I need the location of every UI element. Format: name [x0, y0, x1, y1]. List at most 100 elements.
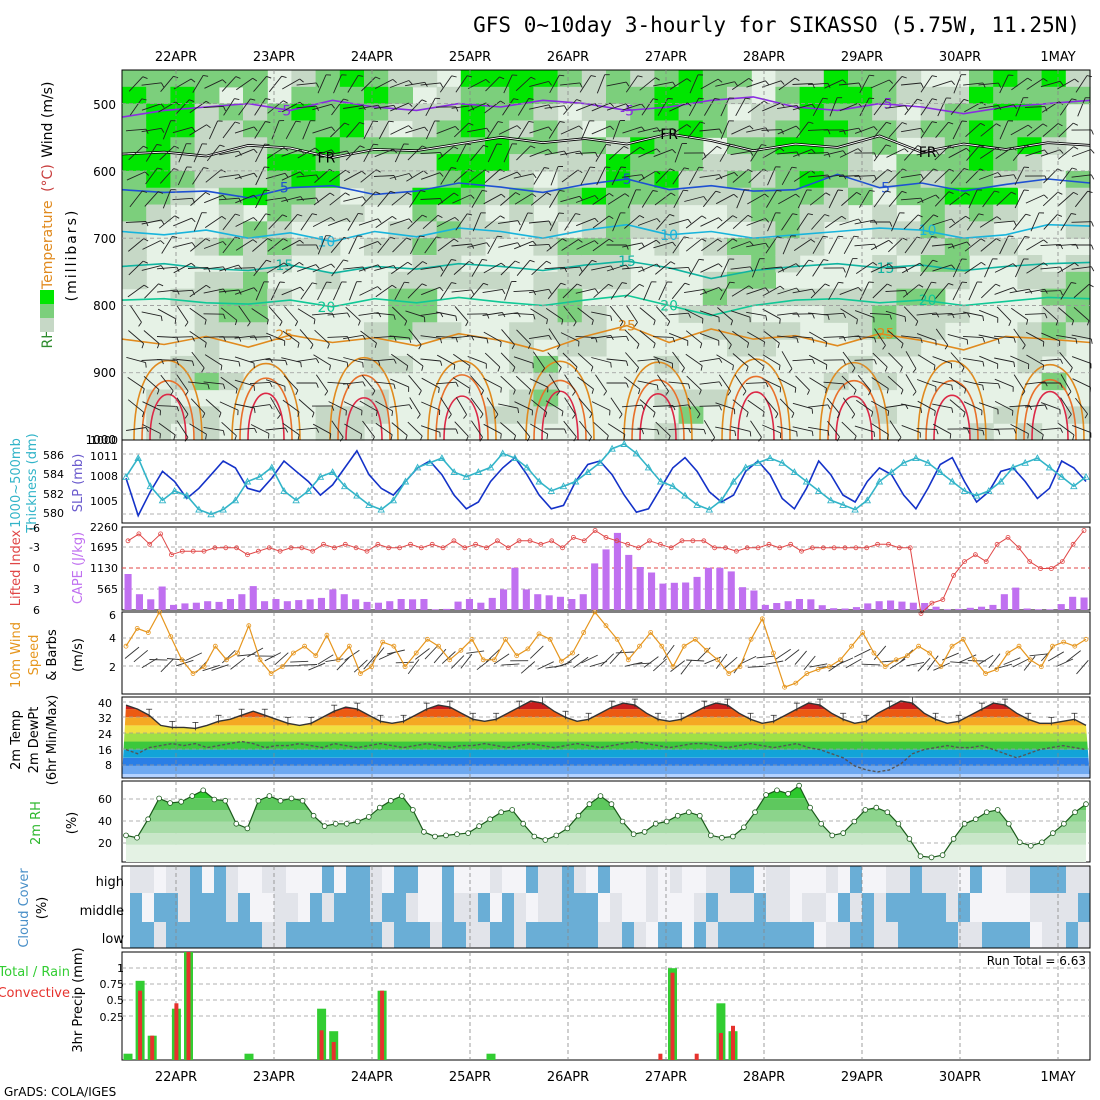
wind-barb-flag — [606, 143, 612, 146]
temperature-line — [125, 700, 1087, 730]
wind-barb-flag — [812, 313, 815, 319]
wind-barb-flag — [966, 147, 971, 152]
wind-barb — [141, 127, 162, 133]
wind-barb-flag — [502, 289, 506, 295]
wind-barb — [591, 357, 611, 363]
wind-barb — [251, 308, 269, 320]
lifted-index-point — [1049, 566, 1054, 571]
wind-barb — [563, 99, 577, 115]
rh-cell — [872, 221, 897, 239]
wind-barb — [190, 238, 206, 252]
rh2m-band — [126, 821, 1086, 834]
lifted-index-point — [744, 545, 750, 551]
wind-barb — [1040, 149, 1061, 157]
thickness-point — [608, 444, 616, 452]
wind-barb — [854, 425, 875, 433]
cloud-cell — [922, 893, 935, 922]
precip-conv-bar — [694, 1053, 699, 1060]
lifted-index-point — [158, 531, 164, 537]
wind-barb — [715, 402, 735, 410]
wind-barb-flag — [641, 405, 645, 410]
wind-barb — [857, 375, 872, 391]
wind-barb-flag — [560, 282, 566, 286]
wind-barb-flag — [578, 239, 583, 243]
wind-barb — [656, 214, 670, 230]
wind-barb-flag — [687, 219, 692, 224]
cape-bar — [135, 594, 143, 610]
thickness-point — [802, 477, 811, 485]
lifted-index-point — [527, 538, 533, 544]
precip-tick: 0.75 — [100, 978, 125, 991]
wind-speed-point — [681, 643, 687, 649]
wind-barb-flag — [470, 289, 475, 295]
wind-barb-flag — [779, 285, 785, 290]
wind-barb-flag — [811, 408, 814, 414]
cloud-cell — [250, 866, 263, 893]
wind-barb — [470, 145, 484, 161]
wind-barb-flag — [935, 150, 940, 156]
rh2m-point — [719, 834, 725, 841]
temperature-band — [122, 733, 1090, 742]
wind-barb-flag — [392, 79, 397, 84]
wind-barb-flag — [344, 122, 350, 126]
cloud-cell — [334, 866, 347, 893]
cloud-cell — [970, 893, 983, 922]
lifted-index-point — [1081, 528, 1087, 533]
rh-cell — [388, 271, 413, 290]
cloud-cell — [682, 922, 695, 948]
rh2m-axis: 20 40 60 — [98, 793, 112, 850]
rh-cell — [1041, 70, 1067, 88]
wind-barb — [451, 289, 472, 293]
wind-barb — [389, 80, 410, 88]
wind-barb-flag — [1060, 428, 1064, 433]
wind-speed-point — [905, 653, 910, 659]
wind-barb — [607, 193, 626, 205]
isotherm-line — [121, 223, 1091, 243]
wind-barb-flag — [1044, 313, 1048, 319]
wind-barb-flag — [359, 145, 365, 149]
wind-barb — [420, 358, 441, 362]
wind-barb-flag — [378, 360, 381, 366]
wind-barb — [964, 238, 982, 252]
wind-barb — [935, 328, 949, 346]
wind-barb-flag — [837, 189, 843, 191]
wind-barb-flag — [667, 321, 671, 327]
rh-cell — [122, 86, 147, 105]
wind-barb — [1025, 149, 1045, 157]
wind-barb — [420, 425, 441, 433]
wind-barb — [687, 121, 701, 139]
thickness-point — [486, 463, 495, 471]
wind-barb — [190, 398, 206, 414]
wind-barb — [143, 330, 160, 344]
wind-barb-flag — [546, 260, 552, 264]
cloud-cell — [166, 866, 179, 893]
wind-barb-flag — [1043, 239, 1048, 244]
rh-cell — [218, 372, 244, 391]
wind-barb — [389, 335, 410, 339]
rh-cell — [485, 120, 510, 138]
wind-barb — [622, 242, 642, 248]
rh-cell — [654, 86, 680, 105]
surface-wind-barb — [274, 652, 289, 666]
cloud-cell — [1054, 922, 1067, 948]
wind-speed-point — [1038, 664, 1044, 670]
wind-barb-flag — [652, 412, 656, 418]
surface-wind-barb — [211, 664, 229, 671]
wind-speed-point — [447, 657, 453, 663]
wind-barb — [299, 329, 314, 345]
wind-barb — [312, 263, 332, 273]
wind-barb — [824, 79, 843, 89]
wind-barb-flag — [1024, 236, 1030, 238]
wind-barb — [435, 335, 457, 339]
rh2m-point — [685, 809, 692, 815]
cloud-cell — [382, 893, 395, 922]
rh-cell — [243, 238, 268, 256]
wind-barb — [994, 401, 1014, 411]
wind-barb-flag — [529, 259, 535, 263]
wind-barb-flag — [480, 413, 484, 419]
wind-barb — [655, 306, 671, 322]
wind-barb-flag — [160, 240, 165, 245]
cape-tick: 1130 — [90, 562, 118, 575]
wind-barb — [482, 288, 503, 294]
wind-barb — [529, 378, 549, 388]
